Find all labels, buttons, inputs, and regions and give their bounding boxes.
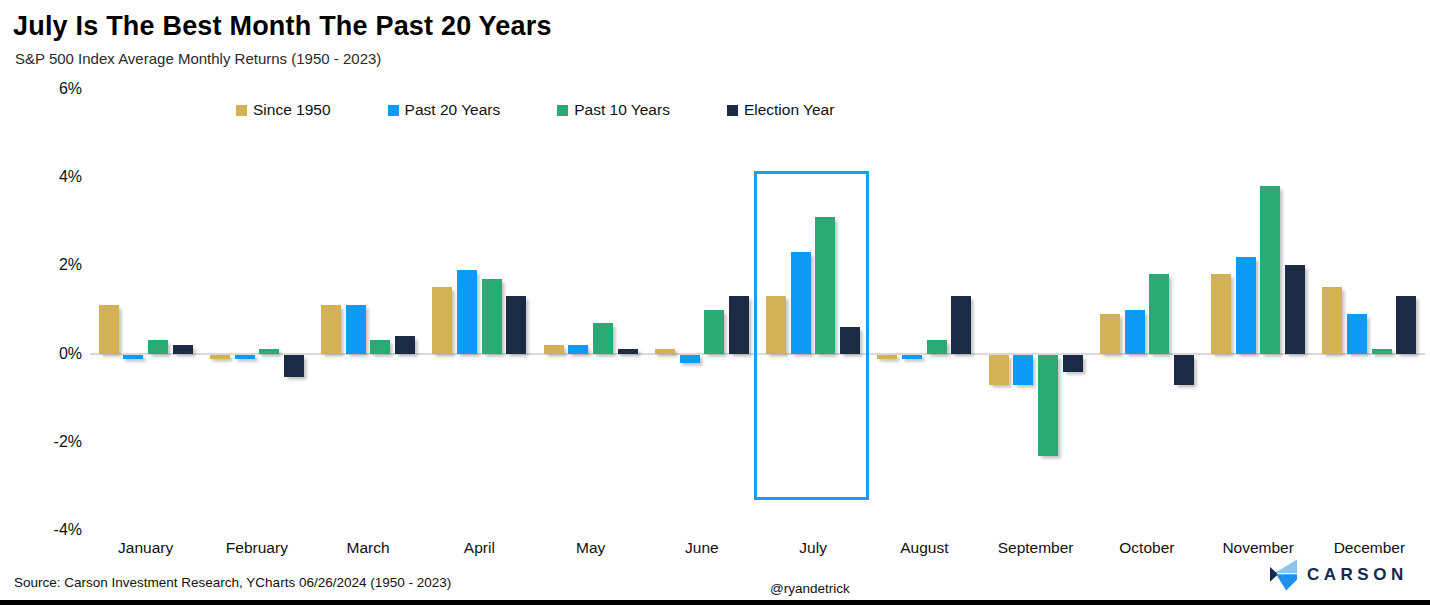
bar-election-year-january bbox=[173, 345, 193, 354]
bottom-divider-bar bbox=[0, 600, 1430, 605]
bar-since-1950-january bbox=[99, 305, 119, 354]
carson-brand-lockup: CARSON bbox=[1270, 559, 1408, 591]
bar-since-1950-february bbox=[210, 355, 230, 359]
bar-past-10-years-october bbox=[1149, 274, 1169, 353]
bar-past-20-years-august bbox=[902, 355, 922, 359]
x-tick-label-july: July bbox=[758, 539, 869, 557]
bar-past-20-years-june bbox=[680, 355, 700, 364]
x-tick-label-september: September bbox=[980, 539, 1091, 557]
bar-since-1950-november bbox=[1211, 274, 1231, 353]
bar-past-10-years-september bbox=[1038, 355, 1058, 456]
plot-area: 6% 4% 2% 0% -2% -4% JanuaryFebruaryMarchAprilM… bbox=[0, 0, 1430, 605]
bar-past-20-years-april bbox=[457, 270, 477, 354]
bar-past-10-years-february bbox=[259, 349, 279, 353]
author-handle: @ryandetrick bbox=[770, 581, 850, 596]
bar-past-20-years-september bbox=[1013, 355, 1033, 386]
bar-past-20-years-november bbox=[1236, 257, 1256, 354]
bar-election-year-march bbox=[395, 336, 415, 354]
bar-past-10-years-june bbox=[704, 310, 724, 354]
bar-election-year-november bbox=[1285, 265, 1305, 353]
bar-since-1950-may bbox=[544, 345, 564, 354]
chart-canvas: July Is The Best Month The Past 20 Years… bbox=[0, 0, 1430, 605]
bar-past-10-years-may bbox=[593, 323, 613, 354]
bar-election-year-may bbox=[618, 349, 638, 353]
bar-since-1950-march bbox=[321, 305, 341, 354]
bar-since-1950-december bbox=[1322, 287, 1342, 353]
bar-past-20-years-march bbox=[346, 305, 366, 354]
bar-past-20-years-october bbox=[1125, 310, 1145, 354]
bar-past-10-years-april bbox=[482, 279, 502, 354]
x-tick-label-june: June bbox=[646, 539, 757, 557]
bar-since-1950-august bbox=[877, 355, 897, 359]
y-tick-label: -4% bbox=[20, 521, 82, 539]
bar-past-10-years-january bbox=[148, 340, 168, 353]
x-tick-label-january: January bbox=[90, 539, 201, 557]
bar-past-20-years-january bbox=[123, 355, 143, 359]
x-tick-label-march: March bbox=[313, 539, 424, 557]
bar-past-20-years-february bbox=[235, 355, 255, 359]
bar-election-year-september bbox=[1063, 355, 1083, 373]
bar-past-10-years-march bbox=[370, 340, 390, 353]
bar-past-20-years-may bbox=[568, 345, 588, 354]
y-tick-label: 2% bbox=[20, 256, 82, 274]
bar-election-year-april bbox=[506, 296, 526, 353]
y-tick-label: 0% bbox=[20, 345, 82, 363]
july-highlight-box bbox=[754, 171, 869, 500]
bar-election-year-december bbox=[1396, 296, 1416, 353]
carson-logo-icon bbox=[1270, 559, 1297, 591]
bar-past-10-years-december bbox=[1372, 349, 1392, 353]
x-tick-label-november: November bbox=[1203, 539, 1314, 557]
x-tick-label-august: August bbox=[869, 539, 980, 557]
bar-since-1950-june bbox=[655, 349, 675, 353]
bar-election-year-june bbox=[729, 296, 749, 353]
bar-election-year-october bbox=[1174, 355, 1194, 386]
x-tick-label-february: February bbox=[201, 539, 312, 557]
brand-name: CARSON bbox=[1307, 565, 1408, 585]
bar-past-20-years-december bbox=[1347, 314, 1367, 354]
bar-election-year-february bbox=[284, 355, 304, 377]
bar-since-1950-september bbox=[989, 355, 1009, 386]
x-tick-label-october: October bbox=[1091, 539, 1202, 557]
x-tick-label-april: April bbox=[424, 539, 535, 557]
x-tick-label-may: May bbox=[535, 539, 646, 557]
y-tick-label: 6% bbox=[20, 80, 82, 98]
bar-election-year-august bbox=[951, 296, 971, 353]
y-tick-label: -2% bbox=[20, 433, 82, 451]
y-tick-label: 4% bbox=[20, 168, 82, 186]
bar-since-1950-april bbox=[432, 287, 452, 353]
bar-past-10-years-august bbox=[927, 340, 947, 353]
source-attribution: Source: Carson Investment Research, YCha… bbox=[14, 575, 451, 590]
x-tick-label-december: December bbox=[1314, 539, 1425, 557]
bar-since-1950-october bbox=[1100, 314, 1120, 354]
bar-past-10-years-november bbox=[1260, 186, 1280, 354]
